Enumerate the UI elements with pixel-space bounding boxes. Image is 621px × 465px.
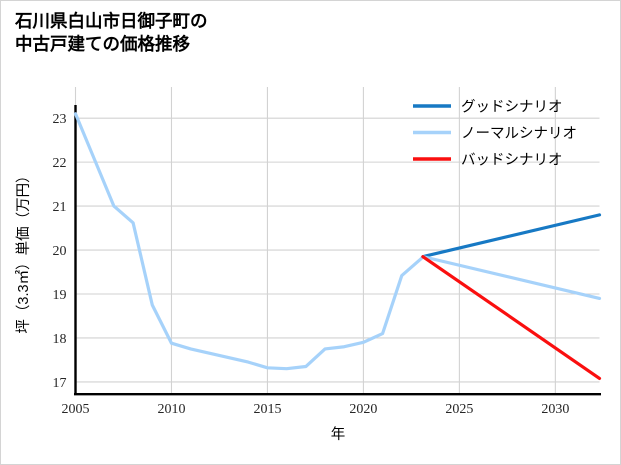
series-line — [421, 213, 602, 259]
y-axis-title: 坪（3.3㎡）単価（万円） — [15, 168, 32, 333]
x-tick-label: 2025 — [445, 402, 473, 417]
legend-label: バッドシナリオ — [461, 153, 563, 169]
chart-title: 石川県白山市日御子町の 中古戸建ての価格推移 — [15, 11, 208, 55]
y-tick-label: 22 — [53, 156, 67, 171]
series-line — [421, 255, 602, 300]
y-tick-label: 18 — [53, 332, 67, 347]
series-line — [73, 112, 425, 371]
y-tick-label: 19 — [53, 288, 67, 303]
gridlines-horizontal — [75, 117, 600, 383]
data-series-group — [73, 112, 602, 380]
x-axis-title: 年 — [331, 426, 346, 443]
legend-label: グッドシナリオ — [461, 99, 563, 116]
y-tick-label: 21 — [53, 200, 67, 215]
x-tick-label: 2010 — [157, 402, 185, 417]
y-tick-label: 17 — [53, 376, 67, 391]
y-axis-tick-labels: 17 18 19 20 21 22 23 — [53, 112, 67, 391]
y-tick-label: 20 — [53, 244, 67, 259]
x-tick-label: 2020 — [349, 402, 377, 417]
x-tick-label: 2015 — [253, 402, 281, 417]
series-line — [421, 255, 602, 380]
x-tick-label: 2005 — [62, 402, 90, 417]
legend-label: ノーマルシナリオ — [461, 126, 577, 142]
x-tick-label: 2030 — [541, 402, 569, 417]
x-axis-tick-labels: 2005 2010 2015 2020 2025 2030 — [62, 402, 570, 417]
y-tick-label: 23 — [53, 112, 67, 127]
